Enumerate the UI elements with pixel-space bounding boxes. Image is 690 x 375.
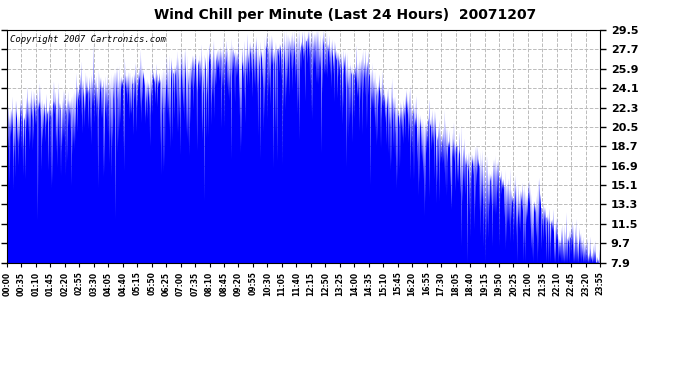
Text: Copyright 2007 Cartronics.com: Copyright 2007 Cartronics.com [10,34,166,44]
Text: Wind Chill per Minute (Last 24 Hours)  20071207: Wind Chill per Minute (Last 24 Hours) 20… [154,8,536,21]
